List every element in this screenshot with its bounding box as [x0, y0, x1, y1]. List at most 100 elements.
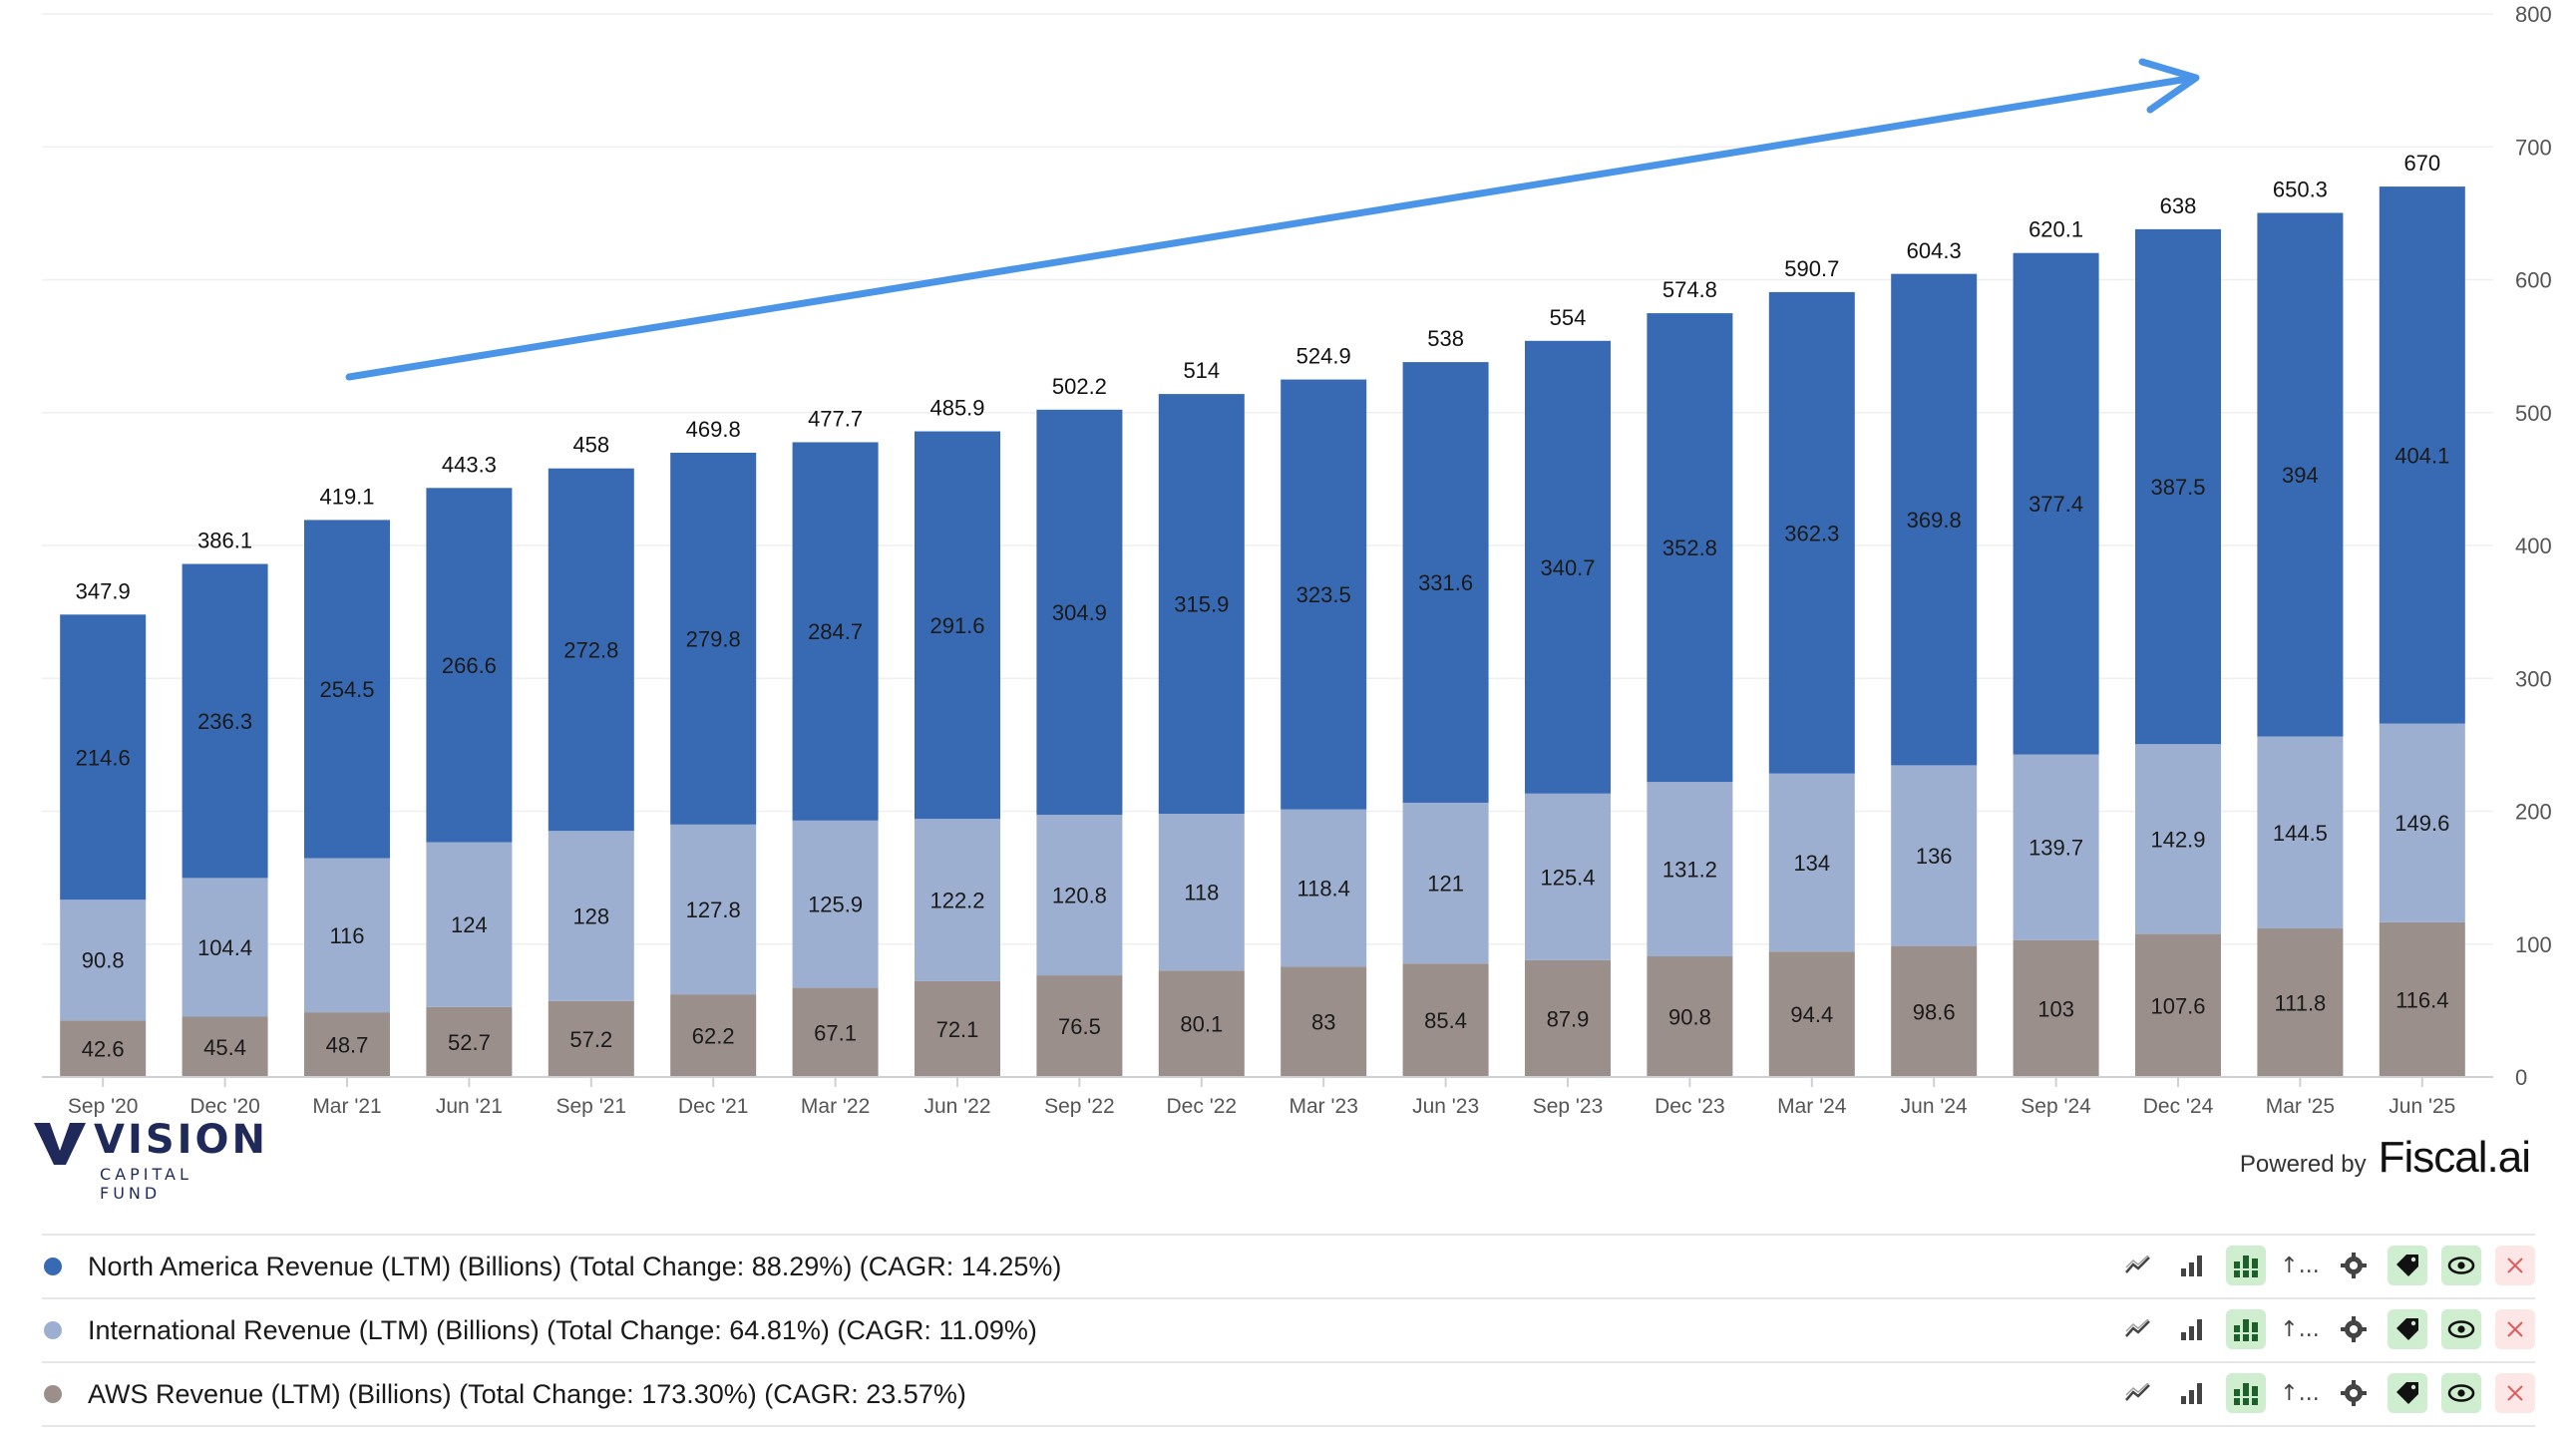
bar-total-label: 638	[2160, 193, 2197, 218]
x-tick-label: Mar '23	[1289, 1095, 1358, 1117]
powered-by-label: Powered by	[2239, 1151, 2367, 1178]
bar-segment	[1036, 815, 1123, 976]
bar-segment	[1402, 362, 1489, 803]
eye-icon[interactable]	[2441, 1373, 2481, 1413]
bar-total-label: 574.8	[1662, 277, 1717, 302]
close-icon[interactable]	[2495, 1373, 2535, 1413]
segment-value-label: 214.6	[76, 745, 131, 770]
bar-segment	[792, 987, 879, 1077]
segment-value-label: 124	[451, 912, 488, 937]
chart-labels: 42.6 90.8 214.6 347.9 45.4 104.4 236.3 386.1 48.…	[76, 151, 2450, 1061]
bar-total-label: 554	[1550, 305, 1587, 330]
bar-segment	[1891, 765, 1978, 946]
line-chart-icon[interactable]	[2118, 1309, 2158, 1349]
segment-value-label: 118	[1184, 881, 1219, 905]
bar-chart-icon[interactable]	[2172, 1309, 2212, 1349]
series-toolbar: ↑...	[2118, 1373, 2535, 1413]
bar-segment	[2257, 928, 2344, 1077]
tag-icon[interactable]	[2388, 1246, 2427, 1285]
segment-value-label: 404.1	[2394, 443, 2449, 468]
segment-value-label: 48.7	[326, 1033, 369, 1058]
segment-value-label: 67.1	[814, 1020, 857, 1045]
segment-value-label: 107.6	[2150, 993, 2205, 1018]
segment-value-label: 118.4	[1296, 877, 1349, 901]
gear-icon[interactable]	[2334, 1309, 2374, 1349]
bar-segment	[1158, 814, 1245, 971]
bar-total-label: 514	[1183, 358, 1220, 383]
segment-value-label: 103	[2037, 996, 2074, 1021]
bar-chart-icon[interactable]	[2172, 1373, 2212, 1413]
legend-label: North America Revenue (LTM) (Billions) (…	[88, 1251, 1062, 1281]
bar-segment	[792, 442, 879, 821]
x-tick-label: Mar '22	[801, 1095, 870, 1117]
tag-icon[interactable]	[2388, 1309, 2427, 1349]
segment-value-label: 131.2	[1662, 858, 1717, 883]
bar-total-label: 485.9	[929, 396, 984, 421]
y-tick-label: 500	[2515, 401, 2552, 426]
y-tick-label: 0	[2515, 1065, 2527, 1090]
segment-value-label: 90.8	[82, 948, 125, 973]
bar-segment	[1768, 291, 1855, 774]
x-tick-label: Mar '25	[2266, 1095, 2335, 1117]
line-chart-icon[interactable]	[2118, 1246, 2158, 1285]
bar-total-label: 443.3	[442, 452, 497, 477]
bar-segment	[1036, 409, 1123, 816]
bar-segment	[2013, 754, 2099, 940]
stacked-bar-icon[interactable]	[2226, 1246, 2266, 1285]
segment-value-label: 83	[1311, 1010, 1335, 1035]
segment-value-label: 116	[329, 923, 364, 948]
tag-icon[interactable]	[2388, 1373, 2427, 1413]
line-chart-icon[interactable]	[2118, 1373, 2158, 1413]
bar-segment	[2013, 252, 2099, 755]
segment-value-label: 236.3	[197, 709, 252, 734]
segment-value-label: 87.9	[1547, 1006, 1590, 1031]
series-legend: North America Revenue (LTM) (Billions) (…	[42, 1234, 2535, 1427]
sort-button[interactable]: ↑...	[2280, 1316, 2320, 1342]
close-icon[interactable]	[2495, 1309, 2535, 1349]
bar-segment	[2257, 736, 2344, 929]
y-tick-label: 200	[2515, 800, 2552, 825]
bar-segment	[1768, 951, 1855, 1077]
segment-value-label: 340.7	[1540, 555, 1595, 580]
segment-value-label: 304.9	[1052, 600, 1107, 625]
close-icon[interactable]	[2495, 1246, 2535, 1285]
segment-value-label: 57.2	[569, 1027, 612, 1052]
segment-value-label: 279.8	[686, 626, 741, 651]
bar-segment	[1281, 809, 1367, 967]
y-tick-label: 300	[2515, 666, 2552, 691]
bar-chart-icon[interactable]	[2172, 1246, 2212, 1285]
bar-total-label: 670	[2403, 151, 2440, 176]
sort-button[interactable]: ↑...	[2280, 1380, 2320, 1406]
bar-segment	[548, 468, 634, 832]
segment-value-label: 62.2	[692, 1024, 735, 1049]
vision-v-icon	[34, 1123, 86, 1165]
segment-value-label: 76.5	[1058, 1014, 1101, 1039]
segment-value-label: 72.1	[936, 1017, 979, 1042]
series-toolbar: ↑...	[2118, 1246, 2535, 1285]
eye-icon[interactable]	[2441, 1309, 2481, 1349]
segment-value-label: 120.8	[1052, 884, 1107, 908]
y-tick-label: 800	[2515, 2, 2552, 27]
segment-value-label: 45.4	[203, 1035, 246, 1060]
bar-segment	[426, 1006, 513, 1077]
bar-segment	[60, 614, 147, 900]
sort-button[interactable]: ↑...	[2280, 1253, 2320, 1278]
eye-icon[interactable]	[2441, 1246, 2481, 1285]
stacked-bar-icon[interactable]	[2226, 1309, 2266, 1349]
stacked-bar-icon[interactable]	[2226, 1373, 2266, 1413]
bar-segment	[1525, 959, 1611, 1077]
gear-icon[interactable]	[2334, 1246, 2374, 1285]
segment-value-label: 121	[1427, 872, 1464, 897]
bar-segment	[60, 899, 147, 1021]
series-color-dot	[44, 1257, 62, 1275]
bar-segment	[2257, 212, 2344, 737]
gear-icon[interactable]	[2334, 1373, 2374, 1413]
segment-value-label: 98.6	[1913, 999, 1956, 1024]
series-toolbar: ↑...	[2118, 1309, 2535, 1349]
bar-total-label: 538	[1427, 326, 1464, 351]
bar-total-label: 419.1	[319, 485, 374, 510]
x-tick-label: Dec '24	[2143, 1095, 2214, 1117]
segment-value-label: 362.3	[1784, 521, 1839, 545]
bar-total-label: 502.2	[1052, 374, 1107, 399]
bar-segment	[670, 452, 757, 825]
